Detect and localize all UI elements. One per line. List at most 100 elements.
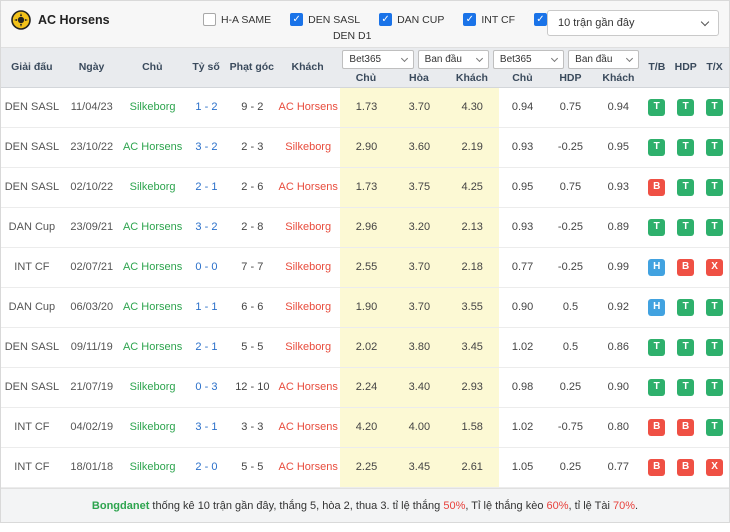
result-letter-badge: T [677,139,695,156]
home-team: Silkeborg [129,460,176,473]
date-cell: 04/02/19 [70,420,114,433]
date-cell: 23/09/21 [70,220,114,233]
result-badge-hdp: T [671,328,700,367]
hdp-away-odds: 0.93 [607,180,630,193]
hdp-line: 0.75 [559,180,582,193]
result-letter-badge: T [648,339,666,356]
col-header-league: Giải đấu [11,61,53,74]
league-cell: DAN Cup [8,220,56,233]
checkbox-checked-icon[interactable]: ✓ [379,13,393,26]
result-badge-tx: T [700,408,729,447]
col-header-away: Khách [291,61,324,74]
score-cell: 0 - 3 [195,380,218,393]
odds-away: 2.19 [445,128,499,167]
checkbox-checked-icon[interactable]: ✓ [290,13,304,26]
hdp-away-odds: 0.94 [607,100,630,113]
date-cell: 23/10/22 [70,140,114,153]
date-cell: 21/07/19 [70,380,114,393]
footer-summary: Bongdanet thống kê 10 trận gần đây, thắn… [1,488,729,522]
checkbox-checked-icon[interactable]: ✓ [534,13,547,26]
odds-away: 2.93 [445,368,499,407]
hdp-home-odds: 0.93 [511,140,534,153]
odds-draw: 3.45 [392,448,446,487]
result-badge-tb: T [642,88,671,127]
select-initial-1x2[interactable]: Ban đầu [417,50,489,69]
select-bet365-hdp[interactable]: Bet365 [492,50,565,69]
table-body: DEN SASL 11/04/23 Silkeborg 1 - 2 9 - 2 AC Ho… [1,88,729,488]
result-letter-badge: H [648,299,666,316]
filter-label: INT CF [481,13,515,26]
match-row: DAN Cup 06/03/20 AC Horsens 1 - 1 6 - 6 Silke… [1,288,729,328]
result-letter-badge: T [706,219,724,236]
result-badge-tx: T [700,208,729,247]
col-header-home: Chủ [142,61,163,74]
odds-away: 4.30 [445,88,499,127]
footer-segment: thống kê 10 trận gần đây, thắng 5, hòa 2… [149,499,444,512]
range-select[interactable]: 10 trận gần đây [547,10,719,36]
corners-cell: 12 - 10 [235,380,270,393]
score-cell: 2 - 1 [195,340,218,353]
filter-h-a-same[interactable]: H-A SAME [202,13,271,26]
result-letter-badge: T [706,339,724,356]
odds-draw: 3.70 [392,88,446,127]
result-letter-badge: H [648,259,666,276]
hdp-line: -0.75 [557,420,583,433]
result-letter-badge: T [677,179,695,196]
filter-dan-cup[interactable]: ✓ DAN CUP [379,13,444,26]
league-cell: INT CF [14,260,50,273]
hdp-home-odds: 0.77 [511,260,534,273]
team-name: AC Horsens [38,13,110,27]
col-header-date: Ngày [78,61,105,74]
odds-draw: 3.70 [392,248,446,287]
select-initial-hdp[interactable]: Ban đầu [568,50,640,69]
result-badge-tb: B [642,168,671,207]
filter-den-sasl[interactable]: ✓ DEN SASL [290,13,360,26]
footer-segment: . [635,499,639,512]
topbar: AC Horsens H-A SAME ✓ DEN SASL ✓ DAN CUP ✓ INT… [1,1,729,48]
odds-home: 2.55 [340,248,393,287]
match-row: DEN SASL 09/11/19 AC Horsens 2 - 1 5 - 5 Silk… [1,328,729,368]
result-badge-tb: T [642,368,671,407]
table-header: Giải đấu Ngày Chủ Tỷ số Phạt góc Khách B… [1,48,729,88]
odds-home: 1.90 [340,288,393,327]
corners-cell: 3 - 3 [241,420,264,433]
home-team: AC Horsens [122,260,183,273]
score-cell: 1 - 1 [195,300,218,313]
odds-home: 4.20 [340,408,393,447]
filter-int-cf[interactable]: ✓ INT CF [463,13,515,26]
hdp-away-odds: 0.89 [607,220,630,233]
odds-away: 4.25 [445,168,499,207]
filter-label-den-d1: DEN D1 [332,30,372,42]
result-letter-badge: T [648,139,666,156]
odds-home: 1.73 [340,168,393,207]
result-letter-badge: T [677,219,695,236]
score-cell: 2 - 1 [195,180,218,193]
match-row: DEN SASL 23/10/22 AC Horsens 3 - 2 2 - 3 Silk… [1,128,729,168]
odds-away: 2.18 [445,248,499,287]
hdp-home-odds: 1.05 [511,460,534,473]
result-badge-tb: H [642,248,671,287]
away-team: AC Horsens [278,460,338,473]
result-letter-badge: B [648,419,666,436]
date-cell: 18/01/18 [70,460,114,473]
filter-den-d1[interactable]: ✓ [534,13,547,26]
odds-away: 2.61 [445,448,499,487]
corners-cell: 6 - 6 [241,300,264,313]
odds-header-group: Bet365 Ban đầu Bet365 Ban đầu Chủ Hòa Khách… [339,48,642,87]
checkbox-checked-icon[interactable]: ✓ [463,13,477,26]
date-cell: 02/07/21 [70,260,114,273]
filter-label: DAN CUP [397,13,445,26]
league-cell: DAN Cup [8,300,56,313]
match-row: DEN SASL 02/10/22 Silkeborg 2 - 1 2 - 6 AC Ho… [1,168,729,208]
result-badge-tx: T [700,168,729,207]
result-badge-hdp: T [671,368,700,407]
checkbox-unchecked-icon[interactable] [202,13,216,26]
filters: H-A SAME ✓ DEN SASL ✓ DAN CUP ✓ INT CF ✓ DEN D1 [202,10,547,42]
home-team: Silkeborg [129,180,176,193]
hdp-home-odds: 1.02 [511,420,534,433]
hdp-home-odds: 0.98 [511,380,534,393]
match-row: DEN SASL 11/04/23 Silkeborg 1 - 2 9 - 2 AC Ho… [1,88,729,128]
select-bet365-1x2[interactable]: Bet365 [342,50,414,69]
score-cell: 2 - 0 [195,460,218,473]
